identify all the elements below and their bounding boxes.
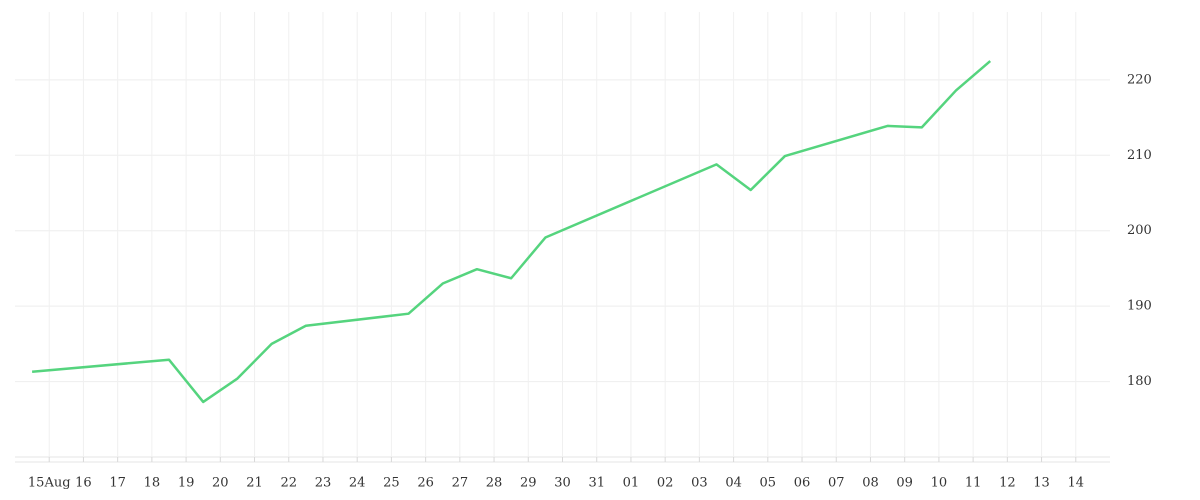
x-tick-label: 04 [725,476,742,491]
y-tick-label: 220 [1127,72,1152,87]
x-tick-label: 24 [349,476,366,491]
x-tick-label: 30 [554,476,571,491]
y-tick-label: 210 [1127,148,1152,163]
x-tick-label: 03 [691,476,708,491]
x-tick-label: 16 [75,476,92,491]
x-tick-label: 27 [452,476,469,491]
x-tick-label: 20 [212,476,229,491]
x-tick-label: 14 [1068,476,1085,491]
x-tick-label: 01 [623,476,640,491]
x-tick-label: 28 [486,476,503,491]
x-tick-label: 07 [828,476,845,491]
y-tick-label: 200 [1127,223,1152,238]
x-tick-label: 22 [280,476,297,491]
x-tick-label: 12 [999,476,1016,491]
x-tick-label: 06 [794,476,811,491]
y-tick-label: 190 [1127,299,1152,314]
x-tick-label: 23 [315,476,332,491]
x-tick-label: 08 [862,476,879,491]
x-tick-label: 19 [178,476,195,491]
x-tick-label: 09 [896,476,913,491]
price-line [31,60,992,404]
x-tick-label: 15Aug [28,476,71,491]
x-tick-label: 21 [246,476,263,491]
x-tick-label: 02 [657,476,674,491]
x-tick-label: 25 [383,476,400,491]
x-tick-label: 13 [1033,476,1050,491]
x-tick-label: 31 [588,476,605,491]
x-tick-label: 18 [144,476,161,491]
x-tick-label: 29 [520,476,537,491]
x-tick-label: 11 [965,476,982,491]
x-tick-label: 05 [760,476,777,491]
x-tick-label: 10 [931,476,948,491]
x-tick-label: 26 [417,476,434,491]
x-tick-label: 17 [109,476,126,491]
y-tick-label: 180 [1127,374,1152,389]
